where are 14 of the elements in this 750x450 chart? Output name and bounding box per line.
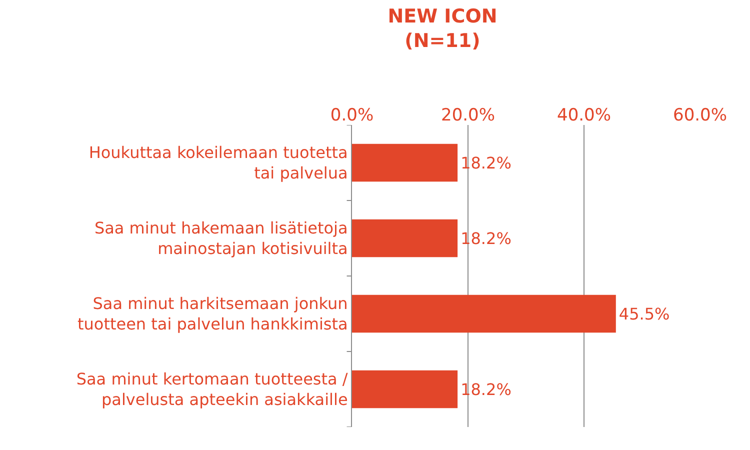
data-label: 18.2% <box>460 153 512 172</box>
chart-title: NEW ICON <box>388 6 498 28</box>
x-tick-label: 20.0% <box>440 106 496 126</box>
y-tick-label: Saa minut harkitsemaan jonkun tuotteen tai palvelun hankkimista <box>77 294 348 334</box>
x-tick-label: 0.0% <box>330 106 374 126</box>
chart-subtitle: (N=11) <box>404 30 480 52</box>
y-tick-label: Saa minut kertomaan tuotteesta / palvelusta apteekin asiakkaille <box>76 369 348 410</box>
data-label: 45.5% <box>618 304 670 324</box>
x-tick-label: 40.0% <box>556 106 612 126</box>
x-tick-label: 60.0% <box>672 106 728 126</box>
y-tick-label: Saa minut hakemaan lisätietoja mainostajan kotisivuilta <box>94 218 348 258</box>
y-tick-label: Houkuttaa kokeilemaan tuotetta tai palvelua <box>88 142 348 183</box>
data-label: 18.2% <box>460 228 512 248</box>
data-label: 18.2% <box>460 380 512 399</box>
